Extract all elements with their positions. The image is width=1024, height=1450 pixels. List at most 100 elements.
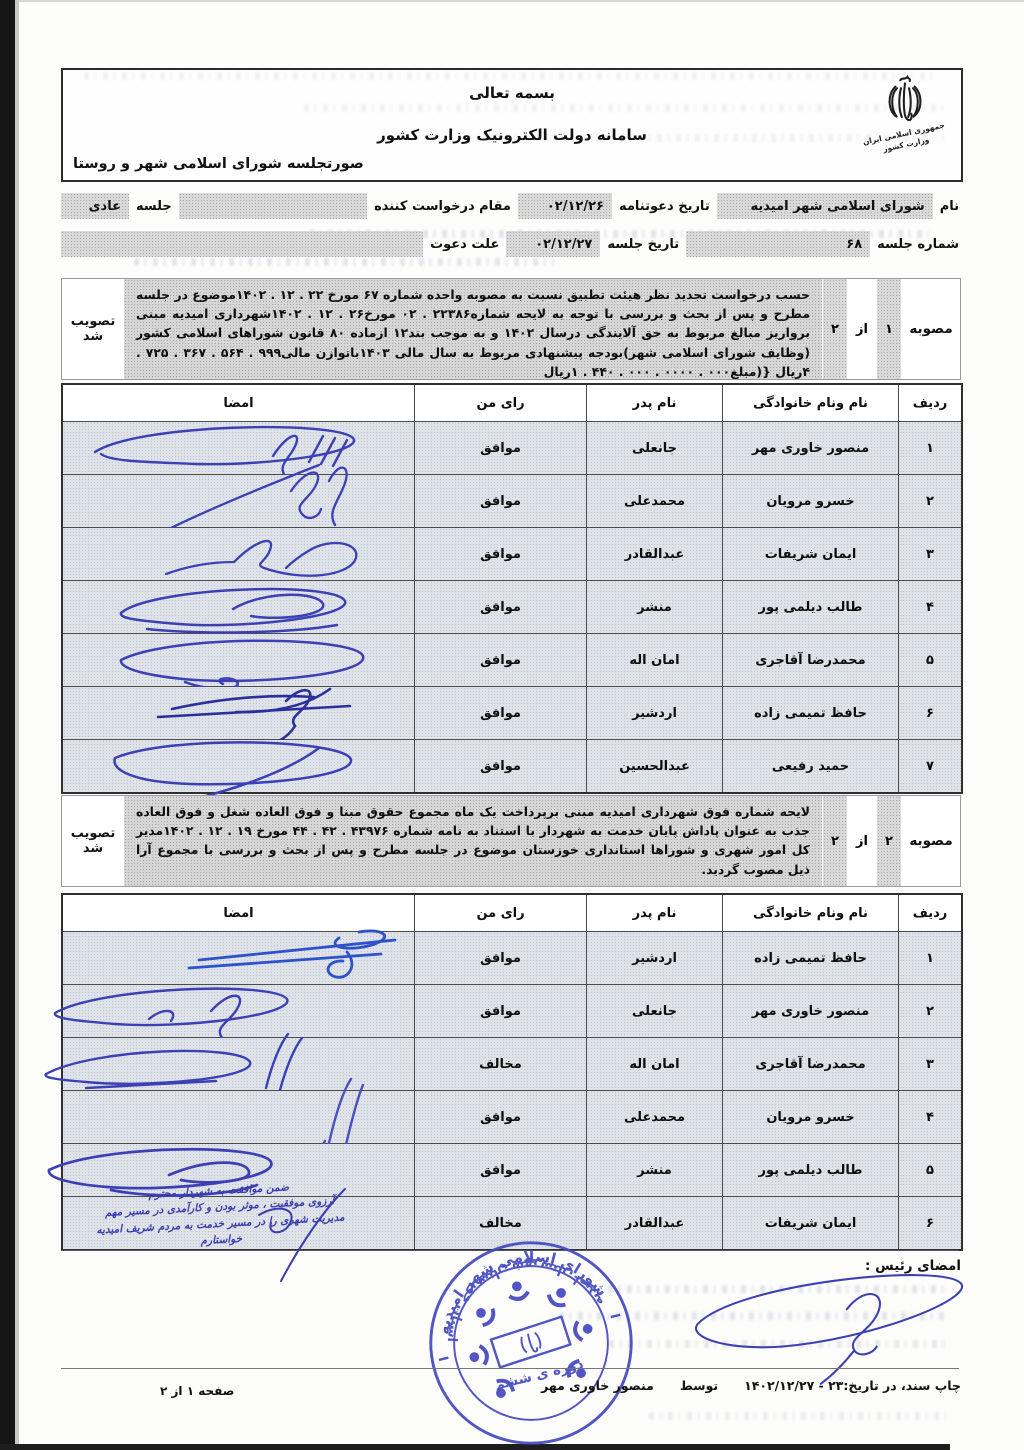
signature-cell	[53, 985, 415, 1041]
member-name: حافظ تمیمی زاده	[723, 932, 899, 984]
member-name: محمدرضا آقاجری	[723, 634, 899, 686]
vote-value: موافق	[415, 985, 587, 1037]
row-num: ۶	[899, 687, 961, 739]
table-row: ۴ طالب دیلمی پور منشر موافق	[63, 580, 961, 634]
member-name: محمدرضا آقاجری	[723, 1038, 899, 1090]
table-row: ۳ ایمان شریفات عبدالقادر موافق	[63, 527, 961, 580]
resolution-2-block: مصوبه ۲ از ۲ لایحه شماره فوق شهرداری امی…	[61, 795, 961, 887]
invite-reason-field	[61, 231, 424, 257]
vote-value: موافق	[415, 528, 587, 580]
row-num: ۵	[899, 1144, 961, 1196]
printed-by-name: منصور خاوری مهر	[541, 1378, 654, 1393]
father-name: جانعلی	[587, 422, 723, 474]
session-number-field: ۶۸	[686, 231, 871, 257]
resolution-1-total: ۲	[823, 279, 847, 379]
session-date-field: ۰۲/۱۲/۲۷	[506, 231, 601, 257]
signature-cell: ضمن موافقت به شهردار محترم آرزوی موفقیت …	[63, 1181, 415, 1282]
resolution-2-label: مصوبه	[909, 833, 953, 849]
col-header-name: نام ونام خانوادگی	[723, 385, 899, 421]
col-header-num: ردیف	[899, 385, 961, 421]
vote-value: موافق	[415, 1091, 587, 1143]
vote-value: موافق	[415, 687, 587, 739]
member-name: منصور خاوری مهر	[723, 422, 899, 474]
table-row: ۳ محمدرضا آقاجری امان اله مخالف	[44, 1032, 961, 1092]
scan-edge-left-shadow	[15, 0, 19, 1450]
vote-value: موافق	[415, 740, 587, 792]
council-name-field: شورای اسلامی شهر امیدیه	[716, 193, 933, 219]
resolution-1-number: ۱	[877, 279, 901, 379]
signature-cell	[63, 634, 415, 690]
resolution-1-of: از	[856, 321, 868, 337]
father-name: منشر	[587, 581, 723, 633]
chairman-signature-label: امضای رئیس :	[865, 1258, 961, 1274]
scan-edge-top	[0, 0, 1024, 2]
vote-value: مخالف	[415, 1197, 587, 1249]
ghost-bleed-line	[589, 1285, 949, 1293]
print-date-text: چاپ سند، در تاریخ:۲۳ - ۱۴۰۲/۱۲/۲۷	[744, 1378, 961, 1393]
father-name: منشر	[587, 1144, 723, 1196]
member-name: ایمان شریفات	[723, 1197, 899, 1249]
father-name: امان اله	[587, 1038, 723, 1090]
table-row: ۱ حافظ تمیمی زاده اردشیر موافق	[63, 929, 961, 984]
row-num: ۱	[899, 932, 961, 984]
col-header-sign: امضا	[63, 895, 415, 931]
bismillah-text: بسمه تعالی	[469, 84, 555, 102]
member-name: ایمان شریفات	[723, 528, 899, 580]
col-header-father: نام پدر	[587, 385, 723, 421]
chairman-signature-scribble	[695, 1274, 964, 1385]
form-row-2: شماره جلسه ۶۸ تاریخ جلسه ۰۲/۱۲/۲۷ علت دع…	[61, 230, 959, 258]
vote-value: مخالف	[415, 1038, 587, 1090]
table-row: ۵ محمدرضا آقاجری امان اله موافق	[63, 633, 961, 690]
system-title: سامانه دولت الکترونیک وزارت کشور	[377, 126, 647, 144]
stamp-center-banner	[489, 1315, 572, 1369]
member-name: حمید رفیعی	[723, 740, 899, 792]
col-header-vote: رای من	[415, 385, 587, 421]
member-name: خسرو مرویان	[723, 1091, 899, 1143]
vote-table-2: ردیف نام ونام خانوادگی نام پدر رای من ام…	[44, 893, 963, 1282]
table-header-row: ردیف نام ونام خانوادگی نام پدر رای من ام…	[63, 895, 961, 931]
invite-reason-label: علت دعوت	[430, 236, 500, 252]
member-name: خسرو مرویان	[723, 475, 899, 527]
resolution-1-label: مصوبه	[909, 321, 953, 337]
session-type-label: جلسه	[136, 198, 172, 214]
member-name: منصور خاوری مهر	[723, 985, 899, 1037]
resolution-1-text: حسب درخواست تجدید نظر هیئت تطبیق نسبت به…	[124, 279, 822, 379]
vote-value: موافق	[415, 634, 587, 686]
father-name: اردشیر	[587, 932, 723, 984]
session-number-label: شماره جلسه	[877, 236, 959, 252]
father-name: اردشیر	[587, 687, 723, 739]
ghost-bleed-line	[559, 1312, 949, 1320]
father-name: محمدعلی	[587, 1091, 723, 1143]
ghost-bleed-line	[649, 1412, 949, 1420]
vote-value: موافق	[415, 581, 587, 633]
print-info-row: چاپ سند، در تاریخ:۲۳ - ۱۴۰۲/۱۲/۲۷ توسط م…	[541, 1378, 961, 1393]
session-type-field: عادی	[61, 193, 129, 219]
council-round-stamp: شورای اسلامی شهر امیدیه استان خوزستان شه…	[419, 1228, 633, 1445]
member-name: حافظ تمیمی زاده	[723, 687, 899, 739]
signature-cell	[63, 463, 415, 539]
form-row-1: نام شورای اسلامی شهر امیدیه تاریخ دعوتنا…	[61, 192, 959, 220]
requester-field	[178, 193, 368, 219]
resolution-2-text: لایحه شماره فوق شهرداری امیدیه مبنی برپر…	[124, 796, 822, 886]
signature-cell	[63, 581, 415, 634]
father-name: جانعلی	[587, 985, 723, 1037]
scan-edge-bottom	[0, 1444, 950, 1450]
row-num: ۴	[899, 1091, 961, 1143]
signature-cell	[63, 687, 415, 746]
col-header-vote: رای من	[415, 895, 587, 931]
father-name: عبدالقادر	[587, 1197, 723, 1249]
signature-cell	[63, 528, 415, 580]
resolution-1-status: تصویب شد	[70, 314, 116, 344]
signature-scribble	[119, 587, 347, 634]
page-number: صفحه ۱ از ۲	[160, 1384, 235, 1398]
iran-emblem: جمهوری اسلامی ایران وزارت کشور	[857, 72, 953, 178]
council-name-label: نام	[939, 198, 959, 214]
vote-table-1: ردیف نام ونام خانوادگی نام پدر رای من ام…	[61, 383, 963, 812]
resolution-2-total: ۲	[823, 796, 847, 886]
signature-cell	[63, 422, 415, 478]
document-title: صورتجلسه شورای اسلامی شهر و روستا	[73, 156, 364, 172]
signature-cell	[63, 1077, 415, 1155]
father-name: عبدالقادر	[587, 528, 723, 580]
table-header-row: ردیف نام ونام خانوادگی نام پدر رای من ام…	[63, 385, 961, 421]
vote-value: موافق	[415, 1144, 587, 1196]
